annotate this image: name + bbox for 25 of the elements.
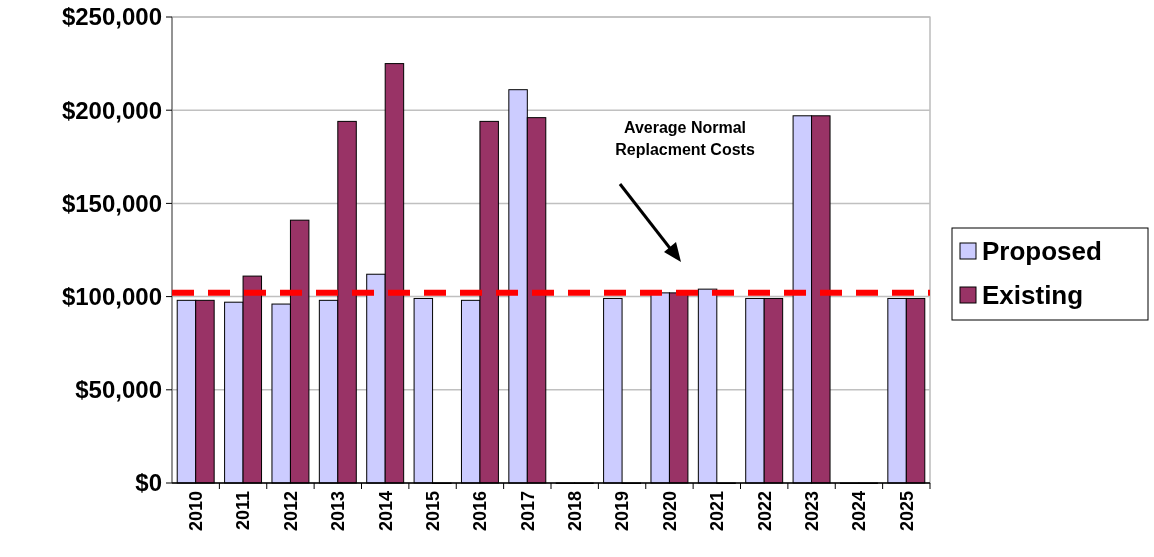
y-tick-label: $50,000	[75, 376, 162, 404]
x-tick-label: 2020	[659, 491, 680, 532]
y-tick-label: $150,000	[61, 189, 162, 217]
x-tick-label: 2024	[849, 491, 870, 532]
legend-label: Proposed	[982, 236, 1102, 267]
x-tick-label: 2019	[612, 491, 633, 532]
x-tick-label: 2014	[375, 491, 396, 532]
y-tick-label: $200,000	[61, 96, 162, 124]
x-tick-label: 2022	[754, 491, 775, 532]
x-tick-label: 2023	[801, 491, 822, 532]
x-tick-label: 2015	[422, 491, 443, 532]
x-tick-label: 2012	[280, 491, 301, 532]
x-tick-label: 2025	[896, 491, 917, 532]
legend-label: Existing	[982, 280, 1084, 311]
y-tick-label: $100,000	[61, 283, 162, 310]
x-tick-label: 2011	[233, 491, 254, 531]
x-tick-label: 2021	[707, 491, 728, 532]
y-tick-label: $250,000	[61, 3, 162, 31]
x-tick-label: 2018	[564, 491, 585, 532]
x-tick-label: 2017	[517, 491, 538, 532]
y-tick-label: $0	[135, 469, 162, 497]
annotation: Average Normal Replacment Costs	[615, 119, 755, 158]
x-tick-label: 2013	[328, 491, 349, 532]
x-tick-label: 2016	[470, 491, 491, 532]
x-tick-label: 2010	[185, 491, 206, 532]
